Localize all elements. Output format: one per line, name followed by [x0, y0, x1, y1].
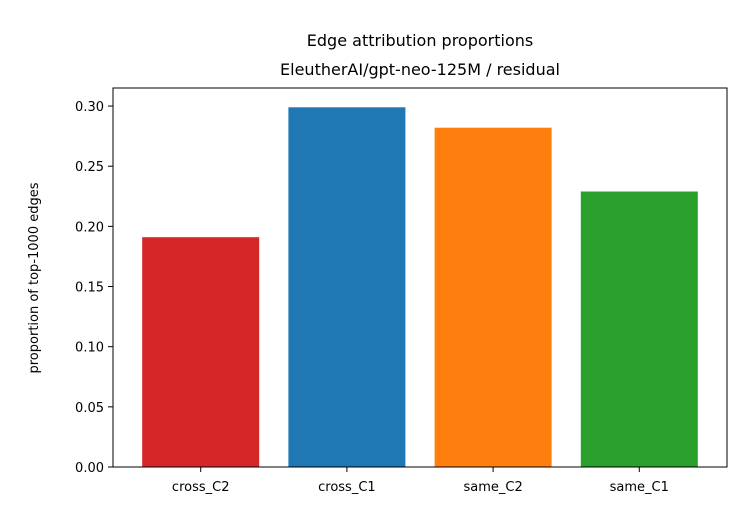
- bar-same-c1: [580, 191, 698, 467]
- y-axis-label: proportion of top-1000 edges: [27, 182, 42, 373]
- bar-cross-c2: [142, 237, 260, 467]
- x-axis-ticks: cross_C2 cross_C1 same_C2 same_C1: [172, 467, 669, 495]
- y-tick-label: 0.05: [75, 401, 104, 416]
- x-tick-label: same_C2: [463, 480, 522, 495]
- chart-title: Edge attribution proportions: [307, 31, 533, 50]
- bar-same-c2: [434, 127, 552, 467]
- y-tick-label: 0.25: [75, 160, 104, 175]
- y-tick-label: 0.30: [75, 100, 104, 115]
- y-tick-label: 0.20: [75, 220, 104, 235]
- x-tick-label: same_C1: [610, 480, 669, 495]
- y-tick-label: 0.10: [75, 341, 104, 356]
- plot-frame: [112, 87, 728, 468]
- x-tick-label: cross_C2: [172, 480, 230, 495]
- x-tick-label: cross_C1: [318, 480, 376, 495]
- bar-cross-c1: [288, 107, 406, 468]
- y-tick-label: 0.00: [75, 461, 104, 476]
- y-tick-label: 0.15: [75, 281, 104, 296]
- bars: [142, 107, 698, 468]
- chart-subtitle: EleutherAI/gpt-neo-125M / residual: [280, 60, 560, 79]
- y-axis-ticks: 0.00 0.05 0.10 0.15 0.20 0.25 0.30: [75, 100, 113, 476]
